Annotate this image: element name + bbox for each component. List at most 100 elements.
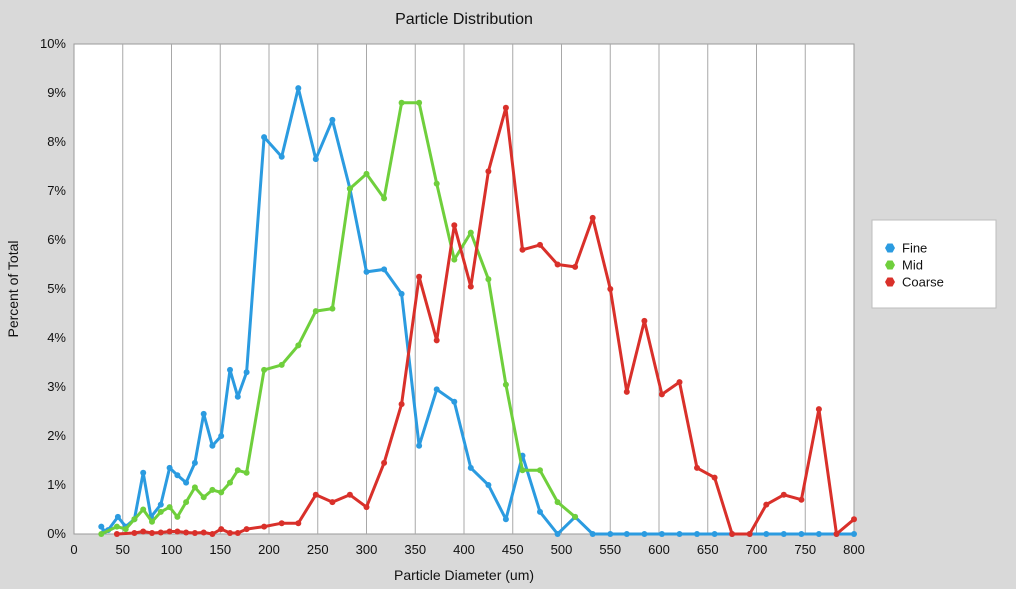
data-point-fine <box>218 433 225 439</box>
data-point-fine <box>607 531 614 537</box>
data-point-mid <box>433 180 440 187</box>
legend-marker-coarse <box>885 277 895 287</box>
data-point-fine <box>433 386 440 393</box>
data-point-coarse <box>261 523 268 530</box>
data-point-coarse <box>519 246 526 253</box>
data-point-mid <box>140 506 147 513</box>
data-point-mid <box>243 469 250 476</box>
data-point-fine <box>676 531 683 537</box>
x-tick-label: 600 <box>648 542 670 557</box>
data-point-coarse <box>763 501 770 508</box>
data-point-coarse <box>485 168 492 175</box>
data-point-coarse <box>694 464 700 471</box>
data-point-fine <box>711 531 718 537</box>
data-point-fine <box>398 290 405 297</box>
data-point-coarse <box>623 388 630 395</box>
data-point-coarse <box>234 530 241 536</box>
data-point-mid <box>416 99 423 106</box>
y-tick-label: 2% <box>47 428 66 443</box>
legend-item-mid: Mid <box>885 258 923 273</box>
data-point-mid <box>346 185 353 192</box>
data-point-coarse <box>166 528 173 535</box>
data-point-fine <box>183 479 190 486</box>
data-point-mid <box>572 513 579 520</box>
data-point-mid <box>329 305 336 312</box>
series-coarse <box>113 104 857 537</box>
legend: Fine Mid Coarse <box>871 219 997 309</box>
data-point-fine <box>312 156 319 163</box>
data-point-fine <box>589 531 596 537</box>
data-point-mid <box>381 195 388 202</box>
data-point-mid <box>234 467 241 474</box>
data-point-fine <box>641 531 648 537</box>
series-layer <box>98 85 857 537</box>
data-point-mid <box>200 494 207 501</box>
data-point-coarse <box>658 391 665 398</box>
data-point-mid <box>261 366 268 373</box>
data-point-fine <box>295 85 302 92</box>
data-point-fine <box>174 472 181 479</box>
legend-label-coarse: Coarse <box>902 275 944 290</box>
data-point-mid <box>131 516 138 523</box>
data-point-mid <box>166 504 173 511</box>
data-point-fine <box>140 469 147 476</box>
data-point-mid <box>191 484 198 491</box>
data-point-coarse <box>140 528 147 535</box>
series-mid <box>98 99 579 537</box>
x-axis-label: Particle Diameter (um) <box>394 567 534 583</box>
data-point-coarse <box>157 529 164 536</box>
data-point-mid <box>174 513 181 520</box>
data-point-fine <box>451 398 458 405</box>
data-point-fine <box>485 482 492 488</box>
data-point-coarse <box>243 526 250 533</box>
data-point-coarse <box>295 520 302 527</box>
x-tick-label: 100 <box>161 542 183 557</box>
chart-title: Particle Distribution <box>395 11 533 28</box>
data-point-mid <box>519 467 526 474</box>
x-tick-label: 250 <box>307 542 329 557</box>
data-point-fine <box>166 464 173 471</box>
data-point-coarse <box>711 474 718 481</box>
legend-item-fine: Fine <box>885 241 927 256</box>
x-tick-label: 800 <box>843 542 865 557</box>
data-point-fine <box>157 501 164 508</box>
data-point-fine <box>815 531 822 537</box>
data-point-fine <box>191 459 198 466</box>
data-point-coarse <box>312 491 319 498</box>
y-axis-label: Percent of Total <box>5 240 21 337</box>
data-point-coarse <box>363 504 370 511</box>
x-tick-label: 300 <box>356 542 378 557</box>
data-point-coarse <box>191 530 198 536</box>
data-point-fine <box>780 531 787 537</box>
data-point-mid <box>209 486 216 493</box>
x-tick-label: 400 <box>453 542 475 557</box>
data-point-fine <box>243 369 250 376</box>
data-point-coarse <box>227 530 233 536</box>
x-tick-label: 350 <box>404 542 426 557</box>
data-point-mid <box>485 276 492 283</box>
x-tick-label: 500 <box>551 542 573 557</box>
x-tick-label: 50 <box>116 542 130 557</box>
data-point-coarse <box>502 104 509 111</box>
y-tick-label: 5% <box>47 281 66 296</box>
data-point-coarse <box>149 530 155 536</box>
data-point-coarse <box>851 516 857 523</box>
data-point-coarse <box>174 528 181 535</box>
data-point-mid <box>554 499 561 506</box>
data-point-coarse <box>554 261 561 268</box>
data-point-coarse <box>607 286 614 292</box>
y-axis-ticks: 0% 1% 2% 3% 4% 5% 6% 7% 8% 9% 10% <box>40 36 66 541</box>
data-point-mid <box>227 479 233 486</box>
data-point-coarse <box>815 406 822 413</box>
data-point-mid <box>157 508 164 515</box>
data-point-coarse <box>200 529 207 536</box>
data-point-mid <box>278 361 285 368</box>
data-point-fine <box>467 464 474 471</box>
data-point-coarse <box>433 337 440 344</box>
data-point-coarse <box>746 531 753 537</box>
data-point-fine <box>537 508 543 515</box>
data-point-mid <box>467 229 474 236</box>
data-point-fine <box>554 531 561 537</box>
data-point-fine <box>763 531 770 537</box>
data-point-fine <box>416 442 423 449</box>
